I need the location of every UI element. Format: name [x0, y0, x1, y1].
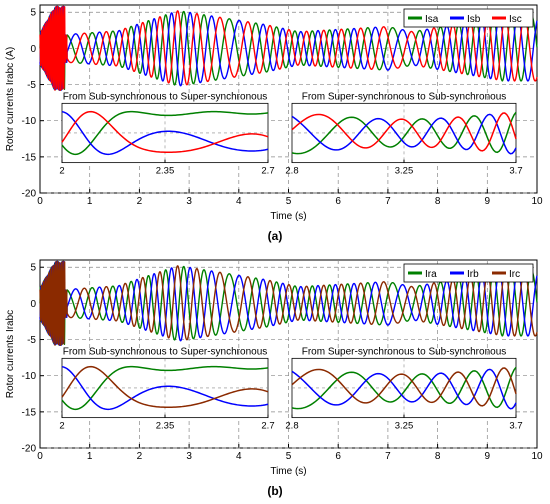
x-tick-label: 6 — [335, 451, 341, 462]
inset-series-line-Irc — [291, 367, 517, 407]
inset-series-line-Isa — [291, 111, 517, 155]
legend-box — [403, 263, 534, 283]
y-tick-label: 0 — [30, 299, 36, 310]
inset-x-tick-label: 3.7 — [509, 166, 522, 177]
x-tick-label: 1 — [87, 196, 93, 207]
series-line-Isa — [39, 5, 538, 91]
inset-series-line-Irc — [61, 365, 269, 409]
inset-x-tick-label: 3.7 — [509, 421, 522, 432]
y-tick-label: -20 — [22, 444, 37, 455]
y-tick-label: -10 — [22, 371, 37, 382]
series-line-Isb — [39, 5, 538, 91]
x-tick-label: 3 — [186, 196, 192, 207]
inset-x-tick-label: 3.25 — [395, 166, 414, 177]
x-tick-label: 2 — [137, 451, 143, 462]
legend-label-Isa: Isa — [425, 14, 439, 25]
x-tick-label: 7 — [385, 451, 391, 462]
x-axis-label: Time (s) — [270, 211, 306, 222]
chart-panel-b: 0 1 2 3 4 5 6 7 8 9 10 5 0 -5 -10 -15 -20 Time (s) Rotor c… — [5, 259, 543, 498]
inset-x-tick-label: 3.25 — [395, 421, 414, 432]
inset-x-tick-label: 2.8 — [285, 421, 298, 432]
y-tick-label: 0 — [30, 44, 36, 55]
y-tick-label: 5 — [30, 8, 36, 19]
inset-series-line-Isb — [291, 113, 517, 155]
x-tick-label: 4 — [236, 196, 242, 207]
x-tick-label: 9 — [485, 451, 491, 462]
inset-x-tick-label: 2.7 — [261, 421, 274, 432]
legend-label-Irb: Irb — [467, 269, 479, 280]
inset-x-tick-label: 2.8 — [285, 166, 298, 177]
series-line-Irb — [39, 260, 538, 346]
x-tick-label: 0 — [37, 196, 43, 207]
inset-x-tick-label: 2 — [59, 166, 64, 177]
legend-label-Isb: Isb — [467, 14, 481, 25]
legend-label-Ira: Ira — [425, 269, 437, 280]
legend: Ira Irb Irc — [403, 263, 534, 283]
x-tick-label: 2 — [137, 196, 143, 207]
x-axis-label: Time (s) — [270, 466, 306, 477]
x-tick-label: 4 — [236, 451, 242, 462]
inset-series-line-Isa — [61, 110, 269, 156]
inset-series-line-Ira — [291, 366, 517, 410]
x-tick-label: 9 — [485, 196, 491, 207]
inset-title: From Super-synchronous to Sub-synchronou… — [302, 346, 507, 357]
y-tick-label: -15 — [22, 152, 37, 163]
inset-series-line-Irb — [291, 368, 517, 410]
panel-label: (a) — [268, 229, 283, 243]
inset-series-line-Isc — [291, 112, 517, 152]
x-tick-label: 1 — [87, 451, 93, 462]
y-tick-label: -5 — [27, 80, 36, 91]
y-tick-label: -10 — [22, 116, 37, 127]
inset-x-tick-label: 2.7 — [261, 166, 274, 177]
legend-label-Isc: Isc — [509, 14, 522, 25]
y-tick-label: -20 — [22, 189, 37, 200]
x-tick-label: 0 — [37, 451, 43, 462]
inset-series-line-Ira — [61, 365, 269, 411]
chart-panel-a: 0 1 2 3 4 5 6 7 8 9 10 5 0 -5 -10 -15 -20 Time (s) Rotor c… — [5, 4, 543, 243]
panel-label: (b) — [267, 484, 282, 498]
inset-title: From Super-synchronous to Sub-synchronou… — [302, 91, 507, 102]
x-tick-label: 8 — [435, 451, 441, 462]
x-tick-label: 10 — [531, 196, 543, 207]
y-axis-label: Rotor currents Irabc (A) — [5, 47, 16, 151]
inset-series-line-Isc — [61, 110, 269, 154]
x-tick-label: 10 — [531, 451, 543, 462]
inset-x-tick-label: 2.35 — [156, 166, 175, 177]
x-tick-label: 8 — [435, 196, 441, 207]
inset-title: From Sub-synchronous to Super-synchronou… — [63, 91, 268, 102]
inset-right: From Super-synchronous to Sub-synchronou… — [285, 91, 522, 176]
inset-left: From Sub-synchronous to Super-synchronou… — [59, 91, 274, 176]
x-tick-label: 6 — [335, 196, 341, 207]
legend: Isa Isb Isc — [403, 8, 534, 28]
x-tick-label: 7 — [385, 196, 391, 207]
legend-box — [403, 8, 534, 28]
legend-label-Irc: Irc — [509, 269, 520, 280]
y-tick-label: 5 — [30, 263, 36, 274]
x-tick-label: 5 — [286, 451, 292, 462]
inset-x-tick-label: 2 — [59, 421, 64, 432]
inset-title: From Sub-synchronous to Super-synchronou… — [63, 346, 268, 357]
inset-x-tick-label: 2.35 — [156, 421, 175, 432]
series-line-Ira — [39, 260, 538, 346]
inset-series-line-Irb — [61, 365, 269, 411]
inset-right: From Super-synchronous to Sub-synchronou… — [285, 346, 522, 431]
y-axis-label: Rotor currents Irabc — [5, 310, 16, 398]
x-tick-label: 3 — [186, 451, 192, 462]
x-tick-label: 5 — [286, 196, 292, 207]
y-tick-label: -5 — [27, 335, 36, 346]
inset-left: From Sub-synchronous to Super-synchronou… — [59, 346, 274, 431]
y-tick-label: -15 — [22, 407, 37, 418]
inset-series-line-Isb — [61, 110, 269, 156]
